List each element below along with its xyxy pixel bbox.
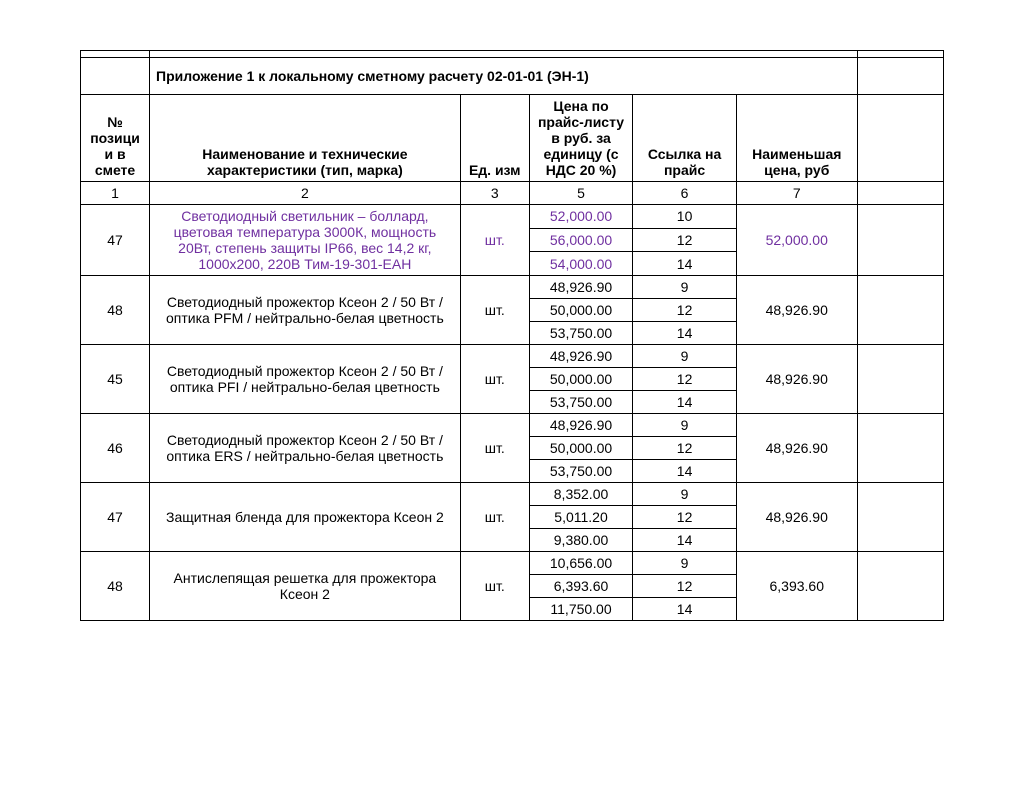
cell-name: Антислепящая решетка для прожектора Ксео… [150, 552, 461, 621]
cell-price: 9,380.00 [529, 529, 633, 552]
cell-pos: 48 [81, 552, 150, 621]
table-row: 47Защитная бленда для прожектора Ксеон 2… [81, 483, 944, 506]
cell-unit: шт. [460, 345, 529, 414]
cell-link: 12 [633, 506, 737, 529]
cell-name: Светодиодный прожектор Ксеон 2 / 50 Вт /… [150, 345, 461, 414]
cell-link: 14 [633, 460, 737, 483]
cell-link: 9 [633, 345, 737, 368]
title-row: Приложение 1 к локальному сметному расче… [81, 58, 944, 95]
table-row: 48Антислепящая решетка для прожектора Кс… [81, 552, 944, 575]
cell-pos: 46 [81, 414, 150, 483]
cell-link: 12 [633, 368, 737, 391]
cell-unit: шт. [460, 414, 529, 483]
cell-unit: шт. [460, 276, 529, 345]
cell-price: 11,750.00 [529, 598, 633, 621]
cell-extra [857, 345, 943, 414]
colnum: 1 [81, 182, 150, 205]
cell-price: 53,750.00 [529, 391, 633, 414]
colnum: 2 [150, 182, 461, 205]
colnum: 6 [633, 182, 737, 205]
cell-price: 50,000.00 [529, 299, 633, 322]
cell-name: Светодиодный прожектор Ксеон 2 / 50 Вт /… [150, 414, 461, 483]
cell-price: 48,926.90 [529, 276, 633, 299]
cell-price: 6,393.60 [529, 575, 633, 598]
cell-link: 10 [633, 205, 737, 229]
document-title: Приложение 1 к локальному сметному расче… [150, 58, 858, 95]
cell-link: 14 [633, 252, 737, 276]
header-pos: № позиции в смете [81, 95, 150, 182]
table-row: 46Светодиодный прожектор Ксеон 2 / 50 Вт… [81, 414, 944, 437]
header-min: Наименьшая цена, руб [736, 95, 857, 182]
header-unit: Ед. изм [460, 95, 529, 182]
cell-name: Защитная бленда для прожектора Ксеон 2 [150, 483, 461, 552]
cell-link: 9 [633, 414, 737, 437]
cell-price: 52,000.00 [529, 205, 633, 229]
cell-link: 12 [633, 228, 737, 252]
header-row: № позиции в смете Наименование и техниче… [81, 95, 944, 182]
cell-pos: 48 [81, 276, 150, 345]
colnum: 7 [736, 182, 857, 205]
cell-price: 50,000.00 [529, 368, 633, 391]
cell-min: 48,926.90 [736, 345, 857, 414]
cell-min: 48,926.90 [736, 276, 857, 345]
estimate-table: Приложение 1 к локальному сметному расче… [80, 50, 944, 621]
cell-price: 56,000.00 [529, 228, 633, 252]
header-price: Цена по прайс-листу в руб. за единицу (с… [529, 95, 633, 182]
cell-link: 9 [633, 276, 737, 299]
cell-extra [857, 276, 943, 345]
cell-link: 14 [633, 529, 737, 552]
cell-link: 14 [633, 598, 737, 621]
cell-link: 12 [633, 437, 737, 460]
cell-price: 8,352.00 [529, 483, 633, 506]
colnum: 3 [460, 182, 529, 205]
header-name: Наименование и технические характеристик… [150, 95, 461, 182]
cell-price: 50,000.00 [529, 437, 633, 460]
cell-price: 10,656.00 [529, 552, 633, 575]
cell-pos: 47 [81, 483, 150, 552]
cell-price: 53,750.00 [529, 460, 633, 483]
cell-price: 5,011.20 [529, 506, 633, 529]
cell-link: 9 [633, 552, 737, 575]
header-link: Ссылка на прайс [633, 95, 737, 182]
cell-extra [857, 552, 943, 621]
cell-unit: шт. [460, 205, 529, 276]
cell-unit: шт. [460, 483, 529, 552]
cell-pos: 47 [81, 205, 150, 276]
cell-min: 48,926.90 [736, 414, 857, 483]
colnum-row: 1 2 3 5 6 7 [81, 182, 944, 205]
table-row: 47Светодиодный светильник – боллард, цве… [81, 205, 944, 229]
cell-unit: шт. [460, 552, 529, 621]
cell-price: 48,926.90 [529, 414, 633, 437]
cell-link: 9 [633, 483, 737, 506]
cell-pos: 45 [81, 345, 150, 414]
cell-min: 52,000.00 [736, 205, 857, 276]
table-row: 48Светодиодный прожектор Ксеон 2 / 50 Вт… [81, 276, 944, 299]
cell-price: 54,000.00 [529, 252, 633, 276]
cell-min: 6,393.60 [736, 552, 857, 621]
cell-extra [857, 483, 943, 552]
cell-link: 14 [633, 322, 737, 345]
cell-price: 48,926.90 [529, 345, 633, 368]
cell-name: Светодиодный прожектор Ксеон 2 / 50 Вт /… [150, 276, 461, 345]
cell-link: 12 [633, 575, 737, 598]
cell-name: Светодиодный светильник – боллард, цвето… [150, 205, 461, 276]
table-row: 45Светодиодный прожектор Ксеон 2 / 50 Вт… [81, 345, 944, 368]
cell-link: 14 [633, 391, 737, 414]
cell-price: 53,750.00 [529, 322, 633, 345]
cell-min: 48,926.90 [736, 483, 857, 552]
colnum: 5 [529, 182, 633, 205]
cell-link: 12 [633, 299, 737, 322]
empty-row [81, 51, 944, 58]
cell-extra [857, 205, 943, 276]
cell-extra [857, 414, 943, 483]
